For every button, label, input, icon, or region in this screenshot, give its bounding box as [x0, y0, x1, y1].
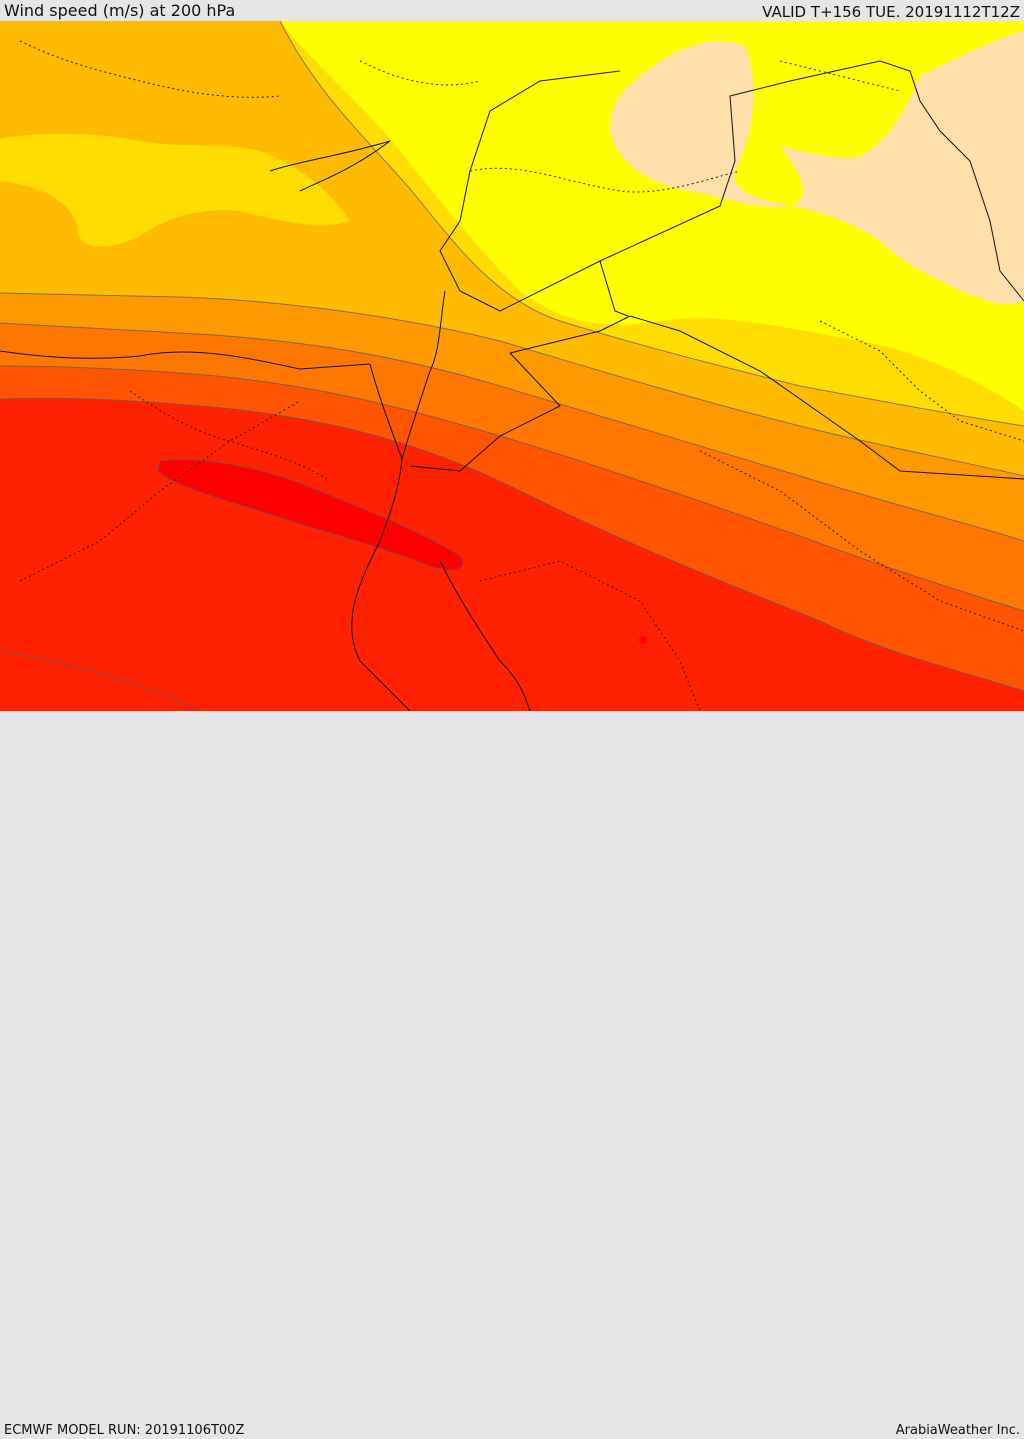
footer-bar: ECMWF MODEL RUN: 20191106T00Z ArabiaWeat… — [0, 711, 1024, 1438]
wind-band-9-core — [158, 459, 463, 570]
contour-lines — [0, 21, 1024, 711]
model-run: ECMWF MODEL RUN: 20191106T00Z — [4, 1423, 245, 1438]
credit: ArabiaWeather Inc. — [895, 1423, 1020, 1438]
wind-band-2 — [280, 21, 1024, 411]
admin-borders — [19, 40, 1024, 711]
valid-time: VALID T+156 TUE. 20191112T12Z — [762, 3, 1020, 21]
map-title: Wind speed (m/s) at 200 hPa — [4, 1, 236, 20]
wind-band-4-pocket — [0, 34, 106, 138]
wind-speed-map — [0, 21, 1024, 711]
wind-band-3-pocket — [0, 133, 350, 247]
wind-band-9-spot — [639, 636, 647, 644]
header-bar: Wind speed (m/s) at 200 hPa VALID T+156 … — [0, 0, 1024, 21]
wind-band-1-area — [610, 31, 1024, 305]
borders — [0, 60, 1024, 711]
